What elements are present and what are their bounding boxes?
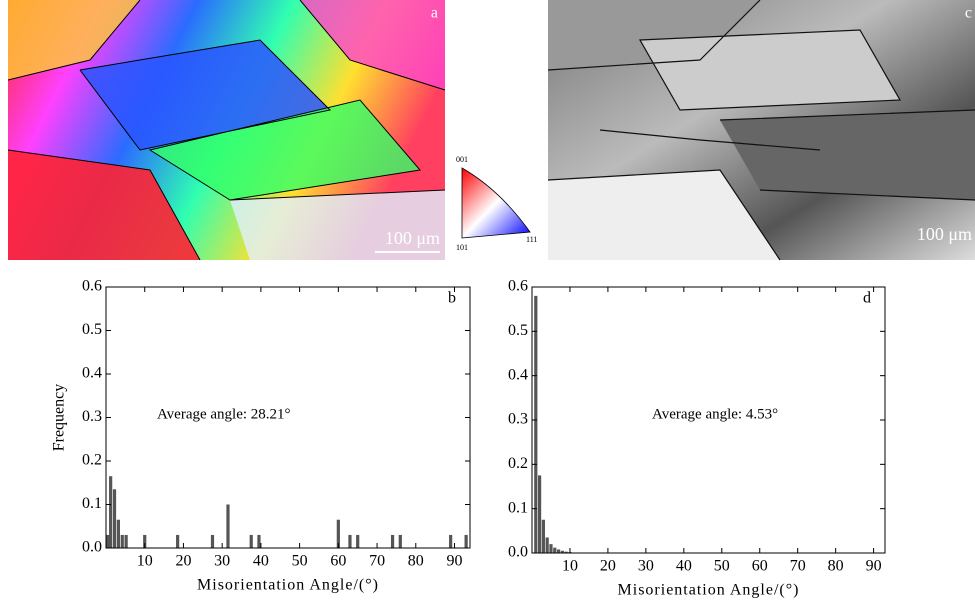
x-axis-label: Misorientation Angle/(°): [618, 582, 800, 599]
scale-bar-label: 100 μm: [385, 228, 440, 248]
bar: [348, 534, 352, 548]
x-tick-label: 90: [866, 558, 882, 575]
x-tick-label: 30: [214, 553, 230, 570]
annotation: Average angle: 4.53°: [652, 406, 778, 422]
bar: [390, 534, 395, 548]
bar: [109, 476, 113, 548]
bar: [210, 534, 215, 548]
bar: [112, 489, 117, 548]
x-tick-label: 60: [752, 558, 768, 575]
x-tick-label: 80: [408, 553, 424, 570]
bar: [249, 534, 253, 548]
x-tick-label: 50: [714, 558, 730, 575]
bar: [398, 534, 402, 548]
y-tick-label: 0.0: [508, 544, 528, 561]
y-tick-label: 0.6: [508, 278, 528, 295]
y-axis-label: Frequency: [51, 384, 68, 452]
legend-label: 111: [526, 235, 537, 244]
y-tick-label: 0.2: [508, 455, 528, 472]
bar: [553, 547, 557, 553]
bar: [541, 519, 545, 553]
x-tick-label: 20: [600, 558, 616, 575]
panel-letter: a: [431, 5, 438, 22]
legend-label: 101: [456, 243, 468, 252]
bar: [106, 534, 110, 548]
y-tick-label: 0.5: [508, 322, 528, 339]
x-tick-label: 10: [137, 553, 153, 570]
bar: [549, 544, 553, 553]
ipf-map: a 100 μm: [7, 0, 446, 261]
annotation: Average angle: 28.21°: [157, 406, 291, 422]
bar: [449, 534, 453, 548]
y-tick-label: 0.3: [82, 408, 102, 425]
y-tick-label: 0.6: [82, 278, 102, 295]
bar: [116, 519, 120, 548]
bar: [560, 550, 564, 553]
bar: [356, 534, 360, 548]
bar: [143, 534, 147, 548]
panel-letter: c: [965, 5, 972, 22]
panel-letter: b: [448, 290, 456, 307]
x-tick-label: 80: [828, 558, 844, 575]
x-tick-label: 60: [330, 553, 346, 570]
x-tick-label: 70: [369, 553, 385, 570]
x-tick-label: 50: [292, 553, 308, 570]
bar: [464, 534, 468, 548]
bar: [534, 295, 538, 553]
x-tick-label: 40: [253, 553, 269, 570]
y-tick-label: 0.4: [82, 365, 102, 382]
scale-bar-label: 100 μm: [917, 224, 972, 244]
ipf-legend: 001 101 111: [456, 155, 537, 252]
bar: [545, 537, 549, 553]
panel-letter: d: [863, 290, 871, 307]
y-tick-label: 0.0: [82, 539, 102, 556]
x-tick-label: 90: [447, 553, 463, 570]
x-axis-label: Misorientation Angle/(°): [197, 577, 379, 594]
legend-label: 001: [456, 155, 468, 164]
y-tick-label: 0.1: [82, 495, 102, 512]
y-tick-label: 0.3: [508, 411, 528, 428]
bar: [564, 551, 568, 553]
x-tick-label: 20: [175, 553, 191, 570]
y-tick-label: 0.4: [508, 366, 528, 383]
kam-map: c 100 μm: [547, 0, 975, 261]
x-tick-label: 30: [638, 558, 654, 575]
bar: [124, 534, 128, 548]
bar: [556, 549, 561, 553]
y-tick-label: 0.1: [508, 499, 528, 516]
bar: [257, 534, 261, 548]
y-tick-label: 0.5: [82, 321, 102, 338]
x-tick-label: 40: [676, 558, 692, 575]
bar: [176, 534, 180, 548]
bar: [226, 504, 230, 548]
y-tick-label: 0.2: [82, 452, 102, 469]
x-tick-label: 10: [562, 558, 578, 575]
bar: [537, 475, 542, 553]
bar: [120, 534, 124, 548]
bar: [336, 519, 340, 548]
x-tick-label: 70: [790, 558, 806, 575]
